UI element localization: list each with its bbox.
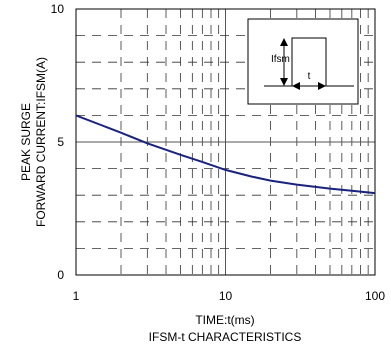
y-tick-label: 0 (57, 268, 64, 282)
inset-t-arrowhead-left (292, 82, 300, 90)
x-tick-label: 10 (219, 289, 233, 303)
y-axis-label-line1: PEAK SURGE (19, 103, 33, 181)
series-line (75, 114, 376, 195)
inset-ifsm-arrowhead-down (280, 78, 288, 86)
inset-label-t: t (308, 71, 311, 82)
chart-title: IFSM-t CHARACTERISTICS (149, 330, 302, 344)
inset-diagram: Ifsm t (247, 18, 359, 105)
inset-pulse (291, 37, 327, 86)
x-tick-label: 100 (365, 289, 385, 303)
y-tick-label: 10 (51, 2, 65, 16)
x-axis-label: TIME:t(ms) (195, 313, 254, 327)
inset-t-arrowhead-right (318, 82, 326, 90)
inset-frame (247, 18, 359, 105)
y-axis-label-line2: FORWARD CURRENT:IFSM(A) (34, 57, 48, 227)
tick-labels: 1 10 100 0 5 10 (51, 2, 386, 303)
y-tick-label: 5 (57, 135, 64, 149)
plot-frame (75, 8, 376, 276)
inset-label-ifsm: Ifsm (271, 54, 290, 65)
x-tick-label: 1 (73, 289, 80, 303)
grid (76, 9, 375, 275)
inset-ifsm-arrowhead-up (280, 38, 288, 46)
